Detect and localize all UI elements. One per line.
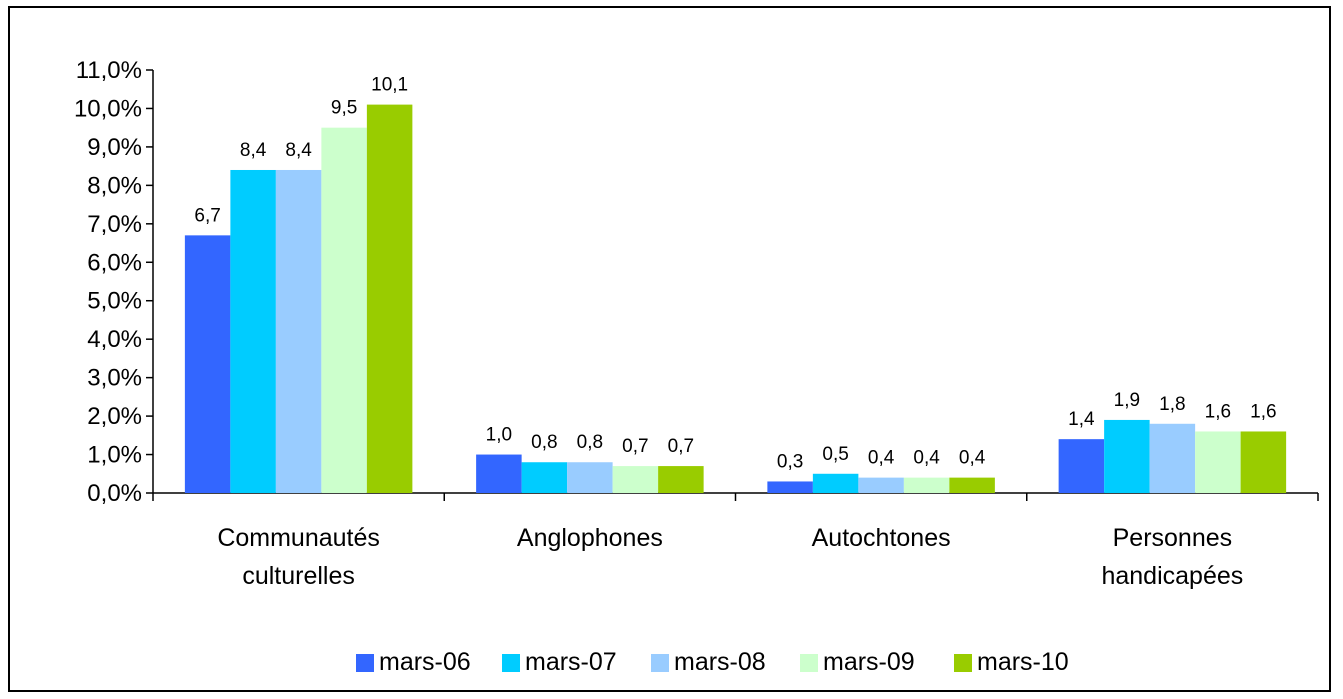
bar-mars-06 <box>184 235 231 493</box>
y-tick-label: 4,0% <box>87 326 142 353</box>
y-tick-label: 2,0% <box>87 403 142 430</box>
legend-label-mars-09: mars-09 <box>823 648 915 676</box>
x-axis: Communautés culturelles Anglophones Autocht… <box>152 492 1319 590</box>
y-tick-label: 10,0% <box>74 95 142 122</box>
data-label: 1,9 <box>1114 390 1140 411</box>
legend-label-mars-07: mars-07 <box>525 648 617 676</box>
data-label: 1,8 <box>1159 394 1185 415</box>
bar-mars-09 <box>321 127 367 493</box>
data-label: 0,7 <box>622 436 648 457</box>
bar-mars-08 <box>275 169 322 493</box>
data-label: 1,4 <box>1068 409 1095 430</box>
legend-swatch-mars-07 <box>502 654 520 672</box>
bar-mars-09 <box>1195 431 1241 493</box>
bar-mars-07 <box>230 169 276 493</box>
category-label: Autochtones <box>812 524 951 552</box>
bar-mars-07 <box>812 473 859 493</box>
bar-mars-07 <box>521 462 568 493</box>
y-tick-label: 11,0% <box>76 57 142 84</box>
legend-swatch-mars-08 <box>651 654 669 672</box>
bar-mars-08 <box>1149 423 1196 493</box>
legend: mars-06 mars-07 mars-08 mars-09 mars-10 <box>356 648 1069 676</box>
y-tick-label: 8,0% <box>87 172 142 199</box>
bar-mars-10 <box>366 104 413 493</box>
bar-mars-06 <box>767 481 813 493</box>
y-tick-label: 6,0% <box>87 249 142 276</box>
data-label: 9,5 <box>331 98 357 119</box>
y-axis: 0,0% 1,0% 2,0% 3,0% 4,0% 5,0% 6,0% 7,0% 8,0% 9,0%… <box>74 57 154 507</box>
data-label: 1,6 <box>1205 401 1231 422</box>
category-label: handicapées <box>1101 562 1243 590</box>
bar-mars-06 <box>1058 439 1105 493</box>
legend-label-mars-10: mars-10 <box>977 648 1069 676</box>
bar-mars-10 <box>1240 431 1287 493</box>
data-label: 0,5 <box>822 444 848 465</box>
data-label: 0,4 <box>959 448 986 469</box>
data-label: 6,7 <box>194 205 220 226</box>
data-label: 0,8 <box>531 432 557 453</box>
legend-swatch-mars-10 <box>954 654 972 672</box>
category-label: Personnes <box>1113 524 1233 552</box>
legend-label-mars-08: mars-08 <box>674 648 766 676</box>
data-labels: 6,7 8,4 8,4 9,5 10,1 1,0 0,8 0,8 0,7 0,7 0,3 0,5 0,4… <box>194 75 1276 473</box>
bar-mars-10 <box>949 477 995 493</box>
bar-mars-09 <box>612 466 659 493</box>
data-label: 10,1 <box>371 75 408 96</box>
data-label: 0,4 <box>868 448 895 469</box>
data-label: 8,4 <box>240 140 267 161</box>
legend-swatch-mars-06 <box>356 654 374 672</box>
y-tick-label: 1,0% <box>87 442 142 469</box>
data-label: 0,3 <box>777 451 803 472</box>
bar-mars-08 <box>858 477 904 493</box>
bar-mars-08 <box>567 462 613 493</box>
data-label: 0,7 <box>668 436 694 457</box>
bar-mars-06 <box>476 454 522 493</box>
y-tick-label: 9,0% <box>87 134 142 161</box>
category-label: Communautés <box>217 524 380 552</box>
data-label: 1,6 <box>1250 401 1276 422</box>
y-tick-label: 3,0% <box>87 365 142 392</box>
data-label: 0,8 <box>577 432 603 453</box>
category-label: culturelles <box>242 562 355 590</box>
data-label: 0,4 <box>913 448 940 469</box>
y-tick-label: 0,0% <box>87 480 142 507</box>
bars <box>184 104 1287 493</box>
category-label: Anglophones <box>517 524 663 552</box>
legend-label-mars-06: mars-06 <box>379 648 471 676</box>
bar-mars-07 <box>1104 419 1150 493</box>
bar-mars-10 <box>658 466 704 493</box>
y-tick-label: 5,0% <box>87 288 142 315</box>
data-label: 1,0 <box>486 425 512 446</box>
data-label: 8,4 <box>285 140 312 161</box>
bar-mars-09 <box>903 477 950 493</box>
legend-swatch-mars-09 <box>800 654 818 672</box>
y-tick-label: 7,0% <box>87 211 142 238</box>
